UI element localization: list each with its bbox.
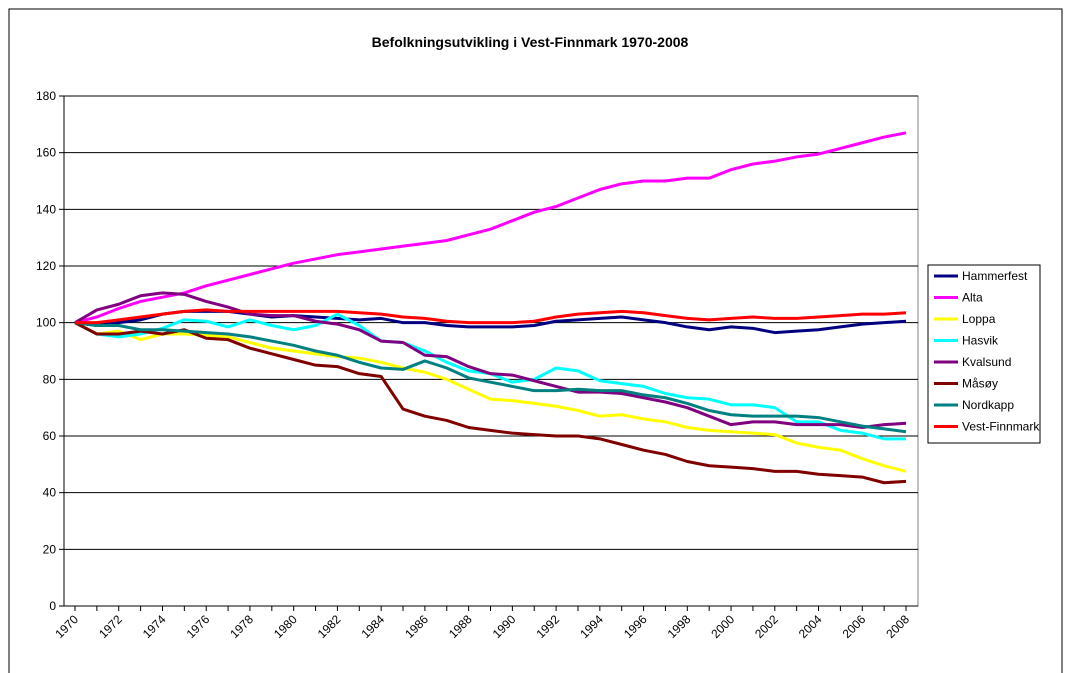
- legend-label: Nordkapp: [962, 398, 1014, 412]
- y-tick-label: 120: [36, 259, 56, 273]
- series-line: [74, 321, 907, 485]
- legend-label: Måsøy: [962, 377, 998, 391]
- legend-box: [927, 264, 1041, 444]
- chart-title: Befolkningsutvikling i Vest-Finnmark 197…: [372, 34, 689, 50]
- plot-area: [63, 95, 919, 607]
- y-tick-label: 100: [36, 316, 56, 330]
- legend-label: Hasvik: [962, 334, 999, 348]
- y-tick-label: 20: [43, 542, 57, 556]
- y-tick-label: 60: [43, 429, 57, 443]
- y-tick-label: 0: [49, 599, 56, 613]
- y-tick-label: 180: [36, 89, 56, 103]
- series-line: [74, 321, 907, 434]
- y-tick-label: 80: [43, 372, 57, 386]
- legend-label: Alta: [962, 291, 983, 305]
- y-tick-label: 140: [36, 202, 56, 216]
- legend-label: Hammerfest: [962, 269, 1028, 283]
- series-line: [75, 308, 907, 325]
- series-line: [74, 291, 907, 429]
- series-line: [74, 131, 907, 325]
- legend-label: Kvalsund: [962, 355, 1011, 369]
- legend-label: Vest-Finnmark: [962, 420, 1040, 434]
- series-line: [74, 321, 907, 473]
- legend-label: Loppa: [962, 312, 996, 326]
- y-tick-label: 160: [36, 146, 56, 160]
- y-tick-label: 40: [43, 486, 57, 500]
